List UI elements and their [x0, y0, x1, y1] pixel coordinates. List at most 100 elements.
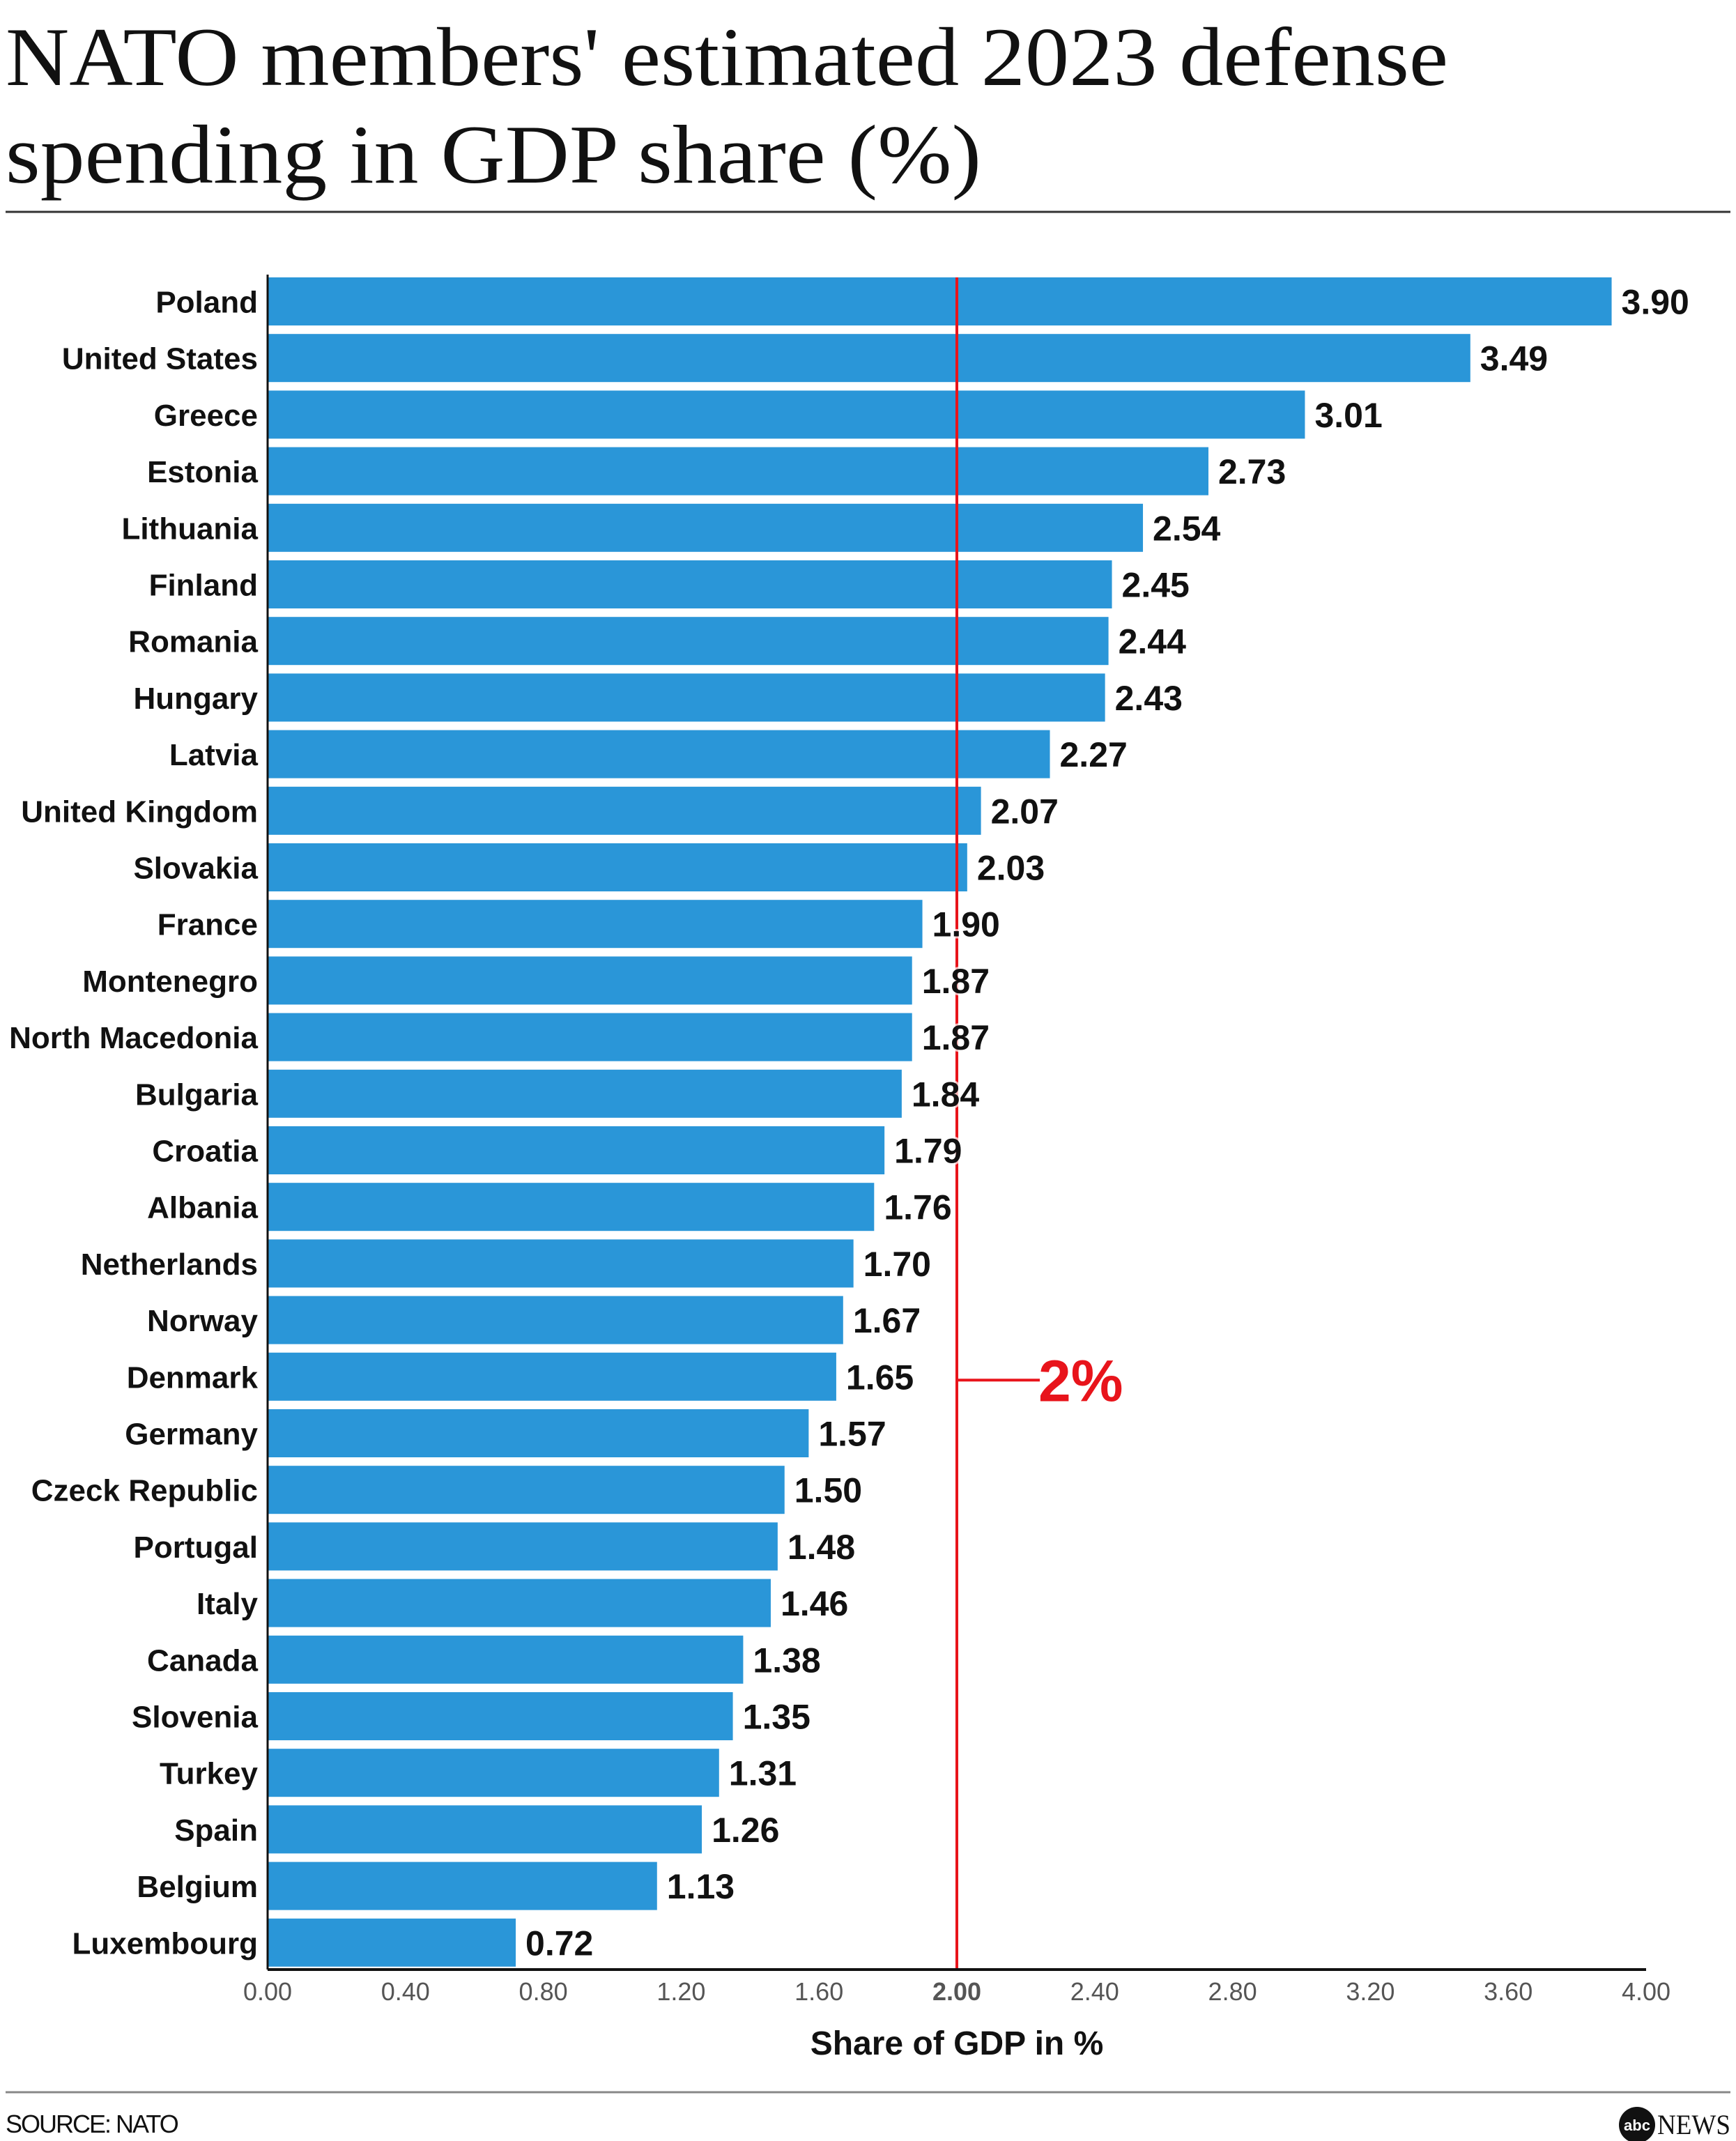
bar-bulgaria	[268, 1069, 902, 1118]
x-tick-label: 2.00	[932, 1977, 981, 2006]
value-label: 1.35	[743, 1698, 811, 1737]
bar-portugal	[268, 1522, 778, 1571]
value-label: 3.90	[1622, 283, 1689, 322]
bar-hungary	[268, 673, 1105, 722]
value-label: 2.73	[1218, 452, 1286, 491]
bar-germany	[268, 1409, 809, 1457]
bar-canada	[268, 1635, 744, 1684]
value-label: 1.76	[884, 1188, 951, 1227]
category-label: Estonia	[147, 455, 258, 489]
abc-news-logo: abc NEWS	[1619, 2107, 1730, 2141]
category-label: Greece	[154, 399, 258, 433]
value-label: 1.50	[794, 1471, 862, 1510]
x-tick-label: 4.00	[1622, 1977, 1670, 2006]
category-label: Lithuania	[121, 512, 258, 546]
x-axis: 0.00 0.40 0.80 1.20 1.60 2.00 2.40 2.80 3.20 3.60…	[243, 275, 1670, 2006]
x-tick-label: 2.80	[1208, 1977, 1257, 2006]
category-label: Romania	[128, 625, 258, 659]
source-note: SOURCE: NATO	[6, 2110, 178, 2138]
bar-spain	[268, 1805, 702, 1854]
value-label: 1.26	[712, 1811, 779, 1850]
value-label: 0.72	[525, 1924, 593, 1963]
category-label: Hungary	[134, 682, 259, 716]
bar-netherlands	[268, 1239, 854, 1288]
value-label: 1.70	[863, 1245, 931, 1284]
category-label: France	[158, 908, 258, 942]
bar-united-kingdom	[268, 786, 981, 835]
x-tick-label: 1.60	[794, 1977, 843, 2006]
bar-latvia	[268, 730, 1050, 778]
bars-group	[268, 277, 1612, 1967]
bar-montenegro	[268, 956, 912, 1005]
x-tick-label: 0.00	[243, 1977, 292, 2006]
category-label: Denmark	[127, 1360, 259, 1395]
category-label: Belgium	[137, 1870, 258, 1904]
x-axis-title: Share of GDP in %	[811, 2025, 1104, 2062]
bar-albania	[268, 1183, 875, 1231]
value-label: 2.27	[1060, 735, 1128, 774]
category-label: Luxembourg	[72, 1926, 258, 1960]
value-label: 1.57	[818, 1415, 886, 1454]
category-label: Spain	[174, 1813, 258, 1848]
value-label: 3.49	[1480, 339, 1548, 378]
chart-title-line-1: NATO members' estimated 2023 defense	[6, 10, 1448, 103]
category-label: Latvia	[169, 738, 259, 772]
category-label: Italy	[197, 1587, 259, 1621]
bar-slovakia	[268, 843, 967, 891]
value-label: 2.43	[1115, 679, 1183, 718]
bar-finland	[268, 560, 1112, 608]
bar-czeck-republic	[268, 1466, 785, 1514]
value-label: 2.45	[1122, 566, 1190, 605]
category-label: Netherlands	[81, 1248, 258, 1282]
value-label: 1.65	[846, 1358, 914, 1397]
category-label: Canada	[147, 1643, 258, 1678]
reference-label: 2%	[1038, 1348, 1123, 1413]
category-label: Albania	[147, 1191, 258, 1225]
bar-romania	[268, 617, 1109, 666]
category-label: United States	[62, 342, 258, 376]
category-label: Finland	[149, 569, 258, 603]
value-label: 2.03	[977, 849, 1045, 888]
bar-luxembourg	[268, 1918, 516, 1967]
value-label: 1.46	[781, 1584, 848, 1623]
bar-north-macedonia	[268, 1013, 912, 1061]
bar-norway	[268, 1296, 843, 1344]
bar-croatia	[268, 1126, 885, 1174]
chart-title-line-2: spending in GDP share (%)	[6, 108, 981, 201]
bar-turkey	[268, 1749, 719, 1797]
value-label: 1.79	[894, 1132, 962, 1171]
x-tick-label: 0.40	[381, 1977, 430, 2006]
bar-poland	[268, 277, 1612, 325]
bar-france	[268, 900, 923, 949]
category-label: Croatia	[152, 1135, 258, 1169]
category-label: Bulgaria	[135, 1077, 259, 1112]
category-label: Poland	[155, 286, 258, 320]
value-label: 1.87	[922, 1018, 990, 1057]
bar-denmark	[268, 1352, 836, 1401]
x-tick-label: 0.80	[519, 1977, 568, 2006]
category-label: Montenegro	[82, 965, 258, 999]
value-label: 1.90	[932, 905, 1000, 944]
reference-group: 2%	[955, 277, 1123, 1970]
x-tick-label: 2.40	[1070, 1977, 1119, 2006]
bar-italy	[268, 1579, 771, 1627]
value-label: 2.44	[1119, 622, 1187, 661]
category-label: Turkey	[160, 1757, 259, 1791]
value-label: 1.13	[667, 1867, 735, 1906]
category-label: Czeck Republic	[31, 1474, 258, 1508]
value-label: 2.54	[1153, 509, 1221, 548]
value-label: 1.31	[729, 1754, 797, 1793]
value-label: 1.84	[912, 1075, 980, 1114]
category-label: Slovenia	[132, 1701, 258, 1735]
value-label: 3.01	[1314, 396, 1382, 435]
svg-text:NEWS: NEWS	[1657, 2109, 1730, 2140]
category-label: United Kingdom	[21, 795, 258, 829]
bar-greece	[268, 390, 1305, 439]
svg-text:abc: abc	[1624, 2117, 1650, 2134]
bar-united-states	[268, 334, 1470, 383]
value-label: 1.48	[788, 1528, 855, 1567]
category-label: Germany	[125, 1418, 258, 1452]
category-label: Slovakia	[133, 852, 258, 886]
category-label: Portugal	[134, 1530, 258, 1565]
